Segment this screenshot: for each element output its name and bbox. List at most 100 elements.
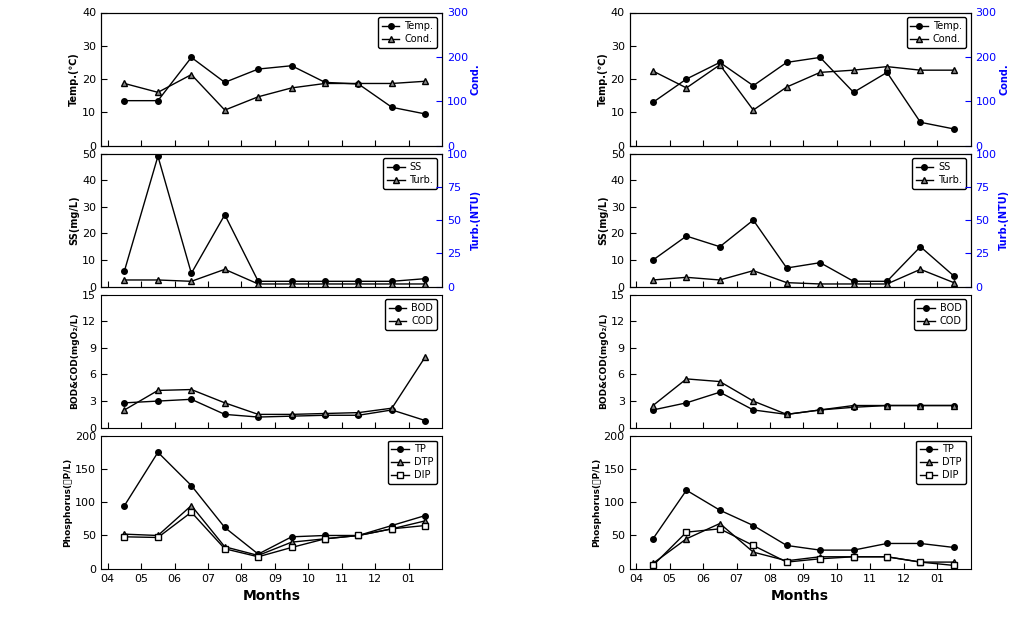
TP: [420, 512, 432, 519]
Cond.: [285, 84, 297, 92]
SS: [780, 264, 793, 272]
Temp.: [218, 79, 231, 86]
BOD: [747, 406, 759, 414]
TP: [218, 524, 231, 531]
SS: [420, 275, 432, 282]
DTP: [420, 517, 432, 524]
BOD: [319, 411, 332, 419]
Temp.: [152, 97, 164, 104]
SS: [814, 259, 826, 266]
COD: [420, 353, 432, 361]
DTP: [680, 535, 693, 542]
SS: [118, 267, 130, 274]
BOD: [185, 396, 197, 403]
COD: [647, 402, 659, 409]
BOD: [118, 399, 130, 407]
COD: [714, 378, 726, 385]
Temp.: [914, 119, 926, 126]
COD: [252, 411, 264, 418]
Turb.: [118, 276, 130, 284]
X-axis label: Months: Months: [771, 589, 829, 603]
DTP: [118, 531, 130, 538]
TP: [319, 532, 332, 539]
DTP: [252, 552, 264, 559]
DTP: [914, 558, 926, 566]
COD: [152, 387, 164, 394]
Y-axis label: Cond.: Cond.: [471, 63, 481, 95]
Cond.: [914, 66, 926, 74]
DTP: [152, 532, 164, 539]
DIP: [386, 525, 398, 532]
DTP: [747, 548, 759, 556]
Cond.: [647, 68, 659, 75]
Cond.: [118, 80, 130, 88]
BOD: [152, 398, 164, 405]
DTP: [814, 553, 826, 561]
SS: [680, 232, 693, 240]
DIP: [647, 562, 659, 569]
X-axis label: Months: Months: [243, 589, 300, 603]
Turb.: [218, 266, 231, 273]
BOD: [814, 406, 826, 414]
COD: [680, 375, 693, 382]
Turb.: [152, 276, 164, 284]
Cond.: [218, 106, 231, 114]
DIP: [947, 562, 959, 569]
COD: [747, 398, 759, 405]
Line: Cond.: Cond.: [650, 62, 956, 113]
TP: [353, 532, 365, 539]
DIP: [680, 528, 693, 536]
TP: [914, 540, 926, 548]
COD: [319, 410, 332, 418]
Temp.: [714, 59, 726, 66]
SS: [386, 278, 398, 285]
SS: [881, 278, 893, 285]
Cond.: [714, 61, 726, 69]
Y-axis label: Phosphorus(㎕P/L): Phosphorus(㎕P/L): [591, 458, 601, 547]
COD: [914, 402, 926, 409]
SS: [914, 243, 926, 251]
SS: [647, 256, 659, 264]
COD: [353, 409, 365, 416]
Line: Cond.: Cond.: [121, 72, 428, 113]
Legend: BOD, COD: BOD, COD: [385, 299, 437, 330]
DTP: [947, 558, 959, 566]
COD: [947, 402, 959, 409]
TP: [185, 482, 197, 489]
Temp.: [285, 62, 297, 69]
Line: BOD: BOD: [650, 389, 956, 417]
Turb.: [947, 279, 959, 286]
DIP: [420, 522, 432, 529]
Legend: TP, DTP, DIP: TP, DTP, DIP: [916, 441, 966, 484]
DIP: [814, 555, 826, 562]
Turb.: [814, 280, 826, 288]
Temp.: [185, 54, 197, 61]
Legend: SS, Turb.: SS, Turb.: [383, 158, 437, 189]
SS: [152, 152, 164, 160]
Cond.: [881, 63, 893, 71]
Y-axis label: Phosphorus(㎕P/L): Phosphorus(㎕P/L): [64, 458, 73, 547]
Cond.: [947, 66, 959, 74]
Y-axis label: Turb.(NTU): Turb.(NTU): [999, 190, 1009, 250]
DIP: [319, 535, 332, 542]
SS: [847, 278, 859, 285]
Legend: BOD, COD: BOD, COD: [914, 299, 966, 330]
Cond.: [847, 66, 859, 74]
Cond.: [386, 80, 398, 88]
DIP: [914, 558, 926, 566]
SS: [185, 269, 197, 277]
Line: Turb.: Turb.: [650, 266, 956, 287]
DIP: [118, 533, 130, 541]
Y-axis label: Turb.(NTU): Turb.(NTU): [471, 190, 480, 250]
Turb.: [680, 274, 693, 281]
Temp.: [319, 79, 332, 86]
DTP: [218, 543, 231, 551]
BOD: [647, 406, 659, 414]
Turb.: [252, 280, 264, 288]
SS: [319, 278, 332, 285]
BOD: [285, 412, 297, 420]
BOD: [714, 389, 726, 396]
Y-axis label: Temp.(℃): Temp.(℃): [70, 52, 79, 106]
Temp.: [680, 75, 693, 82]
Cond.: [680, 84, 693, 92]
